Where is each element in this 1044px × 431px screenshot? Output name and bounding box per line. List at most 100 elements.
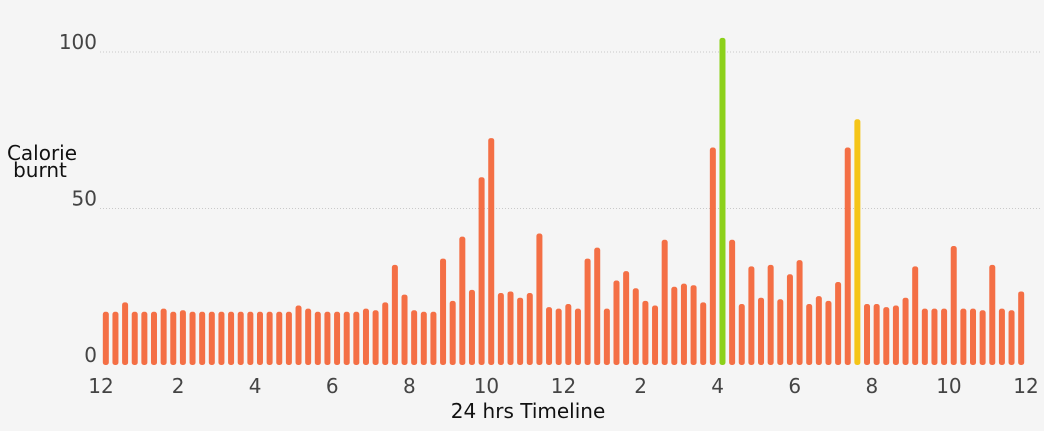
bar [998, 308, 1005, 365]
bar [334, 311, 341, 365]
bar [546, 307, 553, 365]
bar [767, 264, 774, 365]
bar [247, 311, 254, 365]
bar [372, 310, 379, 365]
bar [912, 266, 919, 365]
x-tick-label: 2 [172, 374, 185, 398]
y-tick-label: 100 [59, 30, 97, 54]
bar [295, 305, 302, 365]
bar [189, 311, 196, 365]
bar [709, 147, 716, 365]
gridlines [100, 51, 1040, 209]
bar [941, 308, 948, 365]
bar [652, 305, 659, 365]
bar [411, 310, 418, 365]
bar [314, 311, 321, 365]
bar [517, 297, 524, 365]
bar [815, 296, 822, 365]
bar [864, 303, 871, 365]
y-tick-label: 0 [84, 343, 97, 367]
bar [536, 233, 543, 365]
bar [122, 302, 129, 365]
bar [796, 260, 803, 365]
bar [459, 236, 466, 365]
bar [632, 288, 639, 365]
bar [719, 37, 726, 366]
x-tick-label: 12 [1013, 374, 1038, 398]
bar [574, 308, 581, 365]
bar [892, 305, 899, 365]
x-axis-title: 24 hrs Timeline [451, 399, 606, 423]
bar [883, 307, 890, 365]
bar [989, 264, 996, 365]
bar [584, 258, 591, 365]
bar [873, 303, 880, 365]
bar [931, 308, 938, 365]
bar [430, 311, 437, 365]
bar [603, 308, 610, 365]
bar [786, 274, 793, 365]
bar [680, 283, 687, 365]
x-tick-label: 8 [865, 374, 878, 398]
bar [488, 138, 495, 365]
bar [131, 311, 138, 365]
bar [671, 286, 678, 365]
bar [700, 302, 707, 365]
bar [854, 119, 861, 365]
bar [613, 280, 620, 365]
x-tick-label: 6 [788, 374, 801, 398]
bar [440, 258, 447, 365]
bar [141, 311, 148, 365]
bars [102, 37, 1025, 366]
bar [661, 239, 668, 365]
bar [449, 300, 456, 365]
bar [102, 311, 109, 365]
x-tick-label: 12 [551, 374, 576, 398]
bar [112, 311, 119, 365]
bar [401, 294, 408, 365]
bar [979, 310, 986, 365]
bar [642, 300, 649, 365]
bar [150, 311, 157, 365]
bar [806, 303, 813, 365]
bar [748, 266, 755, 365]
bar [623, 271, 630, 365]
y-tick-label: 50 [72, 187, 97, 211]
x-tick-label: 12 [88, 374, 113, 398]
bar [835, 282, 842, 365]
bar [199, 311, 206, 365]
bar [305, 308, 312, 365]
bar [362, 308, 369, 365]
bar [526, 293, 533, 365]
bar [256, 311, 263, 365]
bar [758, 297, 765, 365]
bar [1008, 310, 1015, 365]
y-axis-ticks: 0 50 100 [59, 30, 97, 367]
bar [218, 311, 225, 365]
bar [420, 311, 427, 365]
bar [343, 311, 350, 365]
bar [497, 293, 504, 365]
bar [208, 311, 215, 365]
x-tick-label: 8 [403, 374, 416, 398]
x-axis-ticks: 12 2 4 6 8 10 12 2 4 6 8 10 12 [88, 374, 1038, 398]
bar [237, 311, 244, 365]
x-tick-label: 2 [634, 374, 647, 398]
bar [507, 291, 514, 365]
bar [950, 246, 957, 365]
bar [902, 297, 909, 365]
bar [970, 308, 977, 365]
bar [353, 311, 360, 365]
bar [266, 311, 273, 365]
bar [324, 311, 331, 365]
bar [777, 299, 784, 365]
bar [1018, 291, 1025, 365]
bar [382, 302, 389, 365]
y-axis-title-line1: Calorie [7, 141, 77, 165]
bar [844, 147, 851, 365]
bar [285, 311, 292, 365]
bar [179, 310, 186, 365]
bar [391, 264, 398, 365]
bar [468, 289, 475, 365]
